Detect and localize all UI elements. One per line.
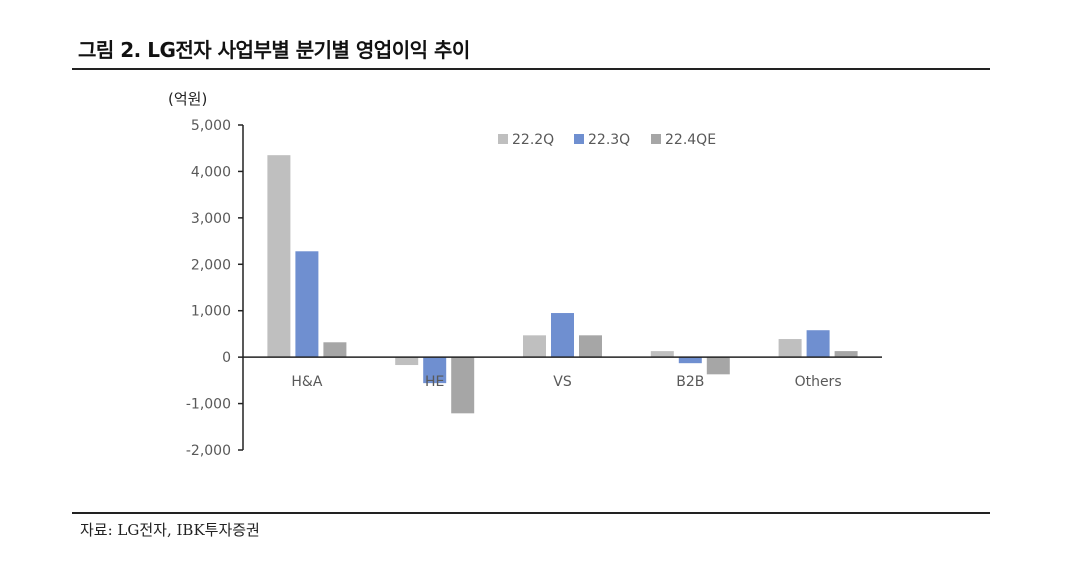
- top-divider: [72, 68, 990, 70]
- y-tick-label: 3,000: [191, 211, 231, 227]
- legend-swatch-22.2Q: [498, 134, 508, 144]
- x-axis: H&A HE VS B2B Others: [243, 356, 882, 390]
- legend-label-22.3Q: 22.3Q: [588, 132, 630, 148]
- bar-22.3Q-H&A: [295, 251, 319, 358]
- legend-label-22.2Q: 22.2Q: [512, 132, 554, 148]
- bar-22.3Q-VS: [551, 313, 574, 358]
- legend-swatch-22.4QE: [651, 134, 661, 144]
- bar-22.4QE-H&A: [323, 342, 347, 358]
- bar-22.4QE-Others: [834, 351, 858, 358]
- x-category-label: VS: [553, 374, 572, 390]
- x-category-label: H&A: [291, 374, 322, 390]
- x-category-label: HE: [425, 374, 444, 390]
- bar-22.3Q-B2B: [678, 357, 702, 364]
- legend-swatch-22.3Q: [574, 134, 584, 144]
- bar-22.4QE-B2B: [706, 357, 730, 375]
- bar-22.2Q-H&A: [267, 155, 291, 358]
- y-tick-label: 0: [222, 350, 231, 366]
- y-tick-label: 4,000: [191, 164, 231, 180]
- legend: 22.2Q 22.3Q 22.4QE: [498, 132, 716, 148]
- y-tick-label: 2,000: [191, 257, 231, 273]
- source-note: 자료: LG전자, IBK투자증권: [80, 521, 260, 539]
- bar-22.4QE-VS: [579, 335, 602, 358]
- y-tick-label: -2,000: [186, 443, 231, 459]
- y-axis: 5,000 4,000 3,000 2,000 1,000 0 -1,000 -2,000: [186, 118, 244, 459]
- bar-22.4QE-HE: [451, 357, 475, 414]
- bar-22.3Q-HE: [423, 357, 447, 384]
- legend-label-22.4QE: 22.4QE: [665, 132, 716, 148]
- bars: [267, 155, 858, 414]
- bottom-divider: [72, 512, 990, 514]
- y-tick-label: 5,000: [191, 118, 231, 134]
- bar-22.2Q-B2B: [650, 351, 674, 358]
- y-tick-label: 1,000: [191, 304, 231, 320]
- figure-title: 그림 2. LG전자 사업부별 분기별 영업이익 추이: [78, 38, 470, 62]
- bar-22.3Q-Others: [806, 330, 830, 358]
- bar-22.2Q-HE: [395, 357, 419, 366]
- y-axis-unit-label: (억원): [168, 90, 208, 108]
- x-category-label: B2B: [676, 374, 704, 390]
- x-category-label: Others: [795, 374, 842, 390]
- y-tick-label: -1,000: [186, 397, 231, 413]
- bar-22.2Q-Others: [778, 339, 802, 358]
- bar-22.2Q-VS: [523, 335, 546, 358]
